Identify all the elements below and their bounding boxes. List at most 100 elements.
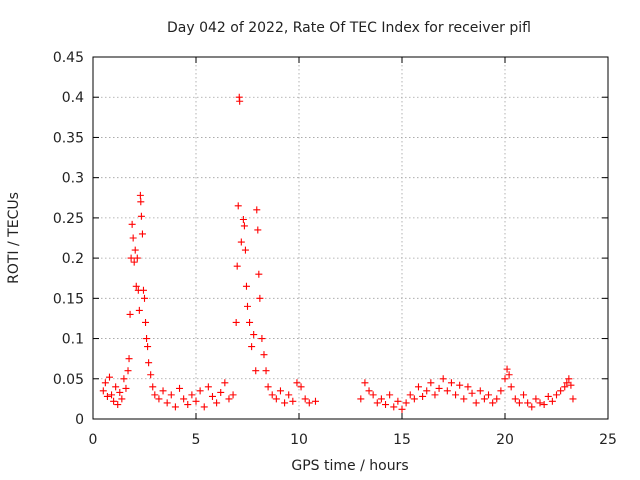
data-point bbox=[221, 379, 229, 387]
data-point bbox=[497, 387, 505, 395]
data-point bbox=[427, 379, 435, 387]
data-point bbox=[276, 387, 284, 395]
grid-lines bbox=[93, 57, 608, 419]
data-point bbox=[135, 306, 143, 314]
data-point bbox=[476, 387, 484, 395]
data-point bbox=[281, 399, 289, 407]
data-point bbox=[143, 335, 151, 343]
data-point bbox=[297, 383, 305, 391]
data-point bbox=[489, 399, 497, 407]
data-point bbox=[192, 397, 200, 405]
data-point bbox=[180, 395, 188, 403]
x-tick-label: 15 bbox=[393, 432, 411, 448]
data-point bbox=[252, 367, 260, 375]
data-point bbox=[242, 282, 250, 290]
data-point bbox=[125, 355, 133, 363]
data-point bbox=[262, 367, 270, 375]
x-tick-label: 5 bbox=[192, 432, 201, 448]
data-point bbox=[390, 403, 398, 411]
data-point bbox=[503, 365, 511, 373]
data-point bbox=[103, 392, 111, 400]
data-point bbox=[246, 318, 254, 326]
x-tick-label: 25 bbox=[599, 432, 617, 448]
data-point bbox=[464, 383, 472, 391]
data-point bbox=[151, 391, 159, 399]
data-point bbox=[112, 383, 120, 391]
y-tick-label: 0.35 bbox=[53, 130, 84, 146]
data-point bbox=[184, 401, 192, 409]
data-point bbox=[443, 387, 451, 395]
data-point bbox=[244, 302, 251, 310]
data-point bbox=[373, 399, 381, 407]
data-point bbox=[435, 384, 443, 392]
data-point bbox=[155, 395, 163, 403]
data-point bbox=[515, 399, 523, 407]
data-point bbox=[110, 397, 118, 405]
data-point bbox=[272, 395, 280, 403]
data-point bbox=[414, 383, 422, 391]
data-point bbox=[99, 387, 107, 395]
y-tick-label: 0.45 bbox=[53, 50, 84, 66]
data-point bbox=[129, 234, 137, 242]
data-point bbox=[365, 387, 373, 395]
x-axis-label: GPS time / hours bbox=[291, 458, 408, 474]
data-point bbox=[133, 254, 141, 262]
chart-title: Day 042 of 2022, Rate Of TEC Index for r… bbox=[167, 20, 531, 36]
data-point bbox=[145, 359, 153, 367]
y-tick-label: 0.3 bbox=[62, 171, 84, 187]
data-point bbox=[485, 391, 493, 399]
data-point bbox=[131, 246, 139, 254]
data-point bbox=[208, 392, 216, 400]
y-tick-label: 0.25 bbox=[53, 211, 84, 227]
data-point bbox=[256, 294, 264, 302]
data-point bbox=[116, 388, 124, 396]
data-point bbox=[163, 399, 171, 407]
data-point bbox=[264, 383, 272, 391]
data-point bbox=[234, 202, 242, 210]
data-point bbox=[419, 392, 427, 400]
y-tick-label: 0.05 bbox=[53, 372, 84, 388]
data-point bbox=[493, 395, 501, 403]
data-point bbox=[305, 399, 313, 407]
data-point bbox=[410, 395, 418, 403]
data-point bbox=[553, 391, 560, 399]
x-tick-label: 20 bbox=[496, 432, 514, 448]
data-point bbox=[311, 397, 319, 405]
data-point bbox=[127, 254, 135, 262]
data-point bbox=[557, 387, 565, 395]
x-tick-label: 0 bbox=[89, 432, 98, 448]
y-tick-label: 0.1 bbox=[62, 332, 84, 348]
data-point bbox=[147, 371, 155, 379]
data-point bbox=[456, 381, 464, 389]
data-point bbox=[289, 397, 297, 405]
plot-frame bbox=[92, 56, 609, 420]
data-point bbox=[468, 389, 476, 397]
data-point bbox=[268, 391, 276, 399]
data-point bbox=[132, 282, 140, 290]
data-point bbox=[386, 391, 394, 399]
data-point bbox=[229, 391, 237, 399]
data-point bbox=[406, 391, 414, 399]
data-point bbox=[118, 395, 126, 403]
data-point bbox=[149, 383, 157, 391]
data-point bbox=[567, 381, 575, 389]
data-point bbox=[136, 191, 144, 199]
data-point bbox=[105, 373, 113, 381]
data-point bbox=[130, 258, 138, 266]
data-point bbox=[260, 351, 268, 359]
data-point bbox=[128, 220, 136, 228]
data-point bbox=[548, 397, 556, 405]
data-point bbox=[250, 331, 258, 339]
y-tick-label: 0 bbox=[75, 412, 84, 428]
data-point bbox=[167, 391, 175, 399]
data-point bbox=[439, 375, 447, 383]
data-point bbox=[532, 395, 540, 403]
data-point bbox=[138, 230, 146, 238]
data-point bbox=[225, 395, 233, 403]
data-point bbox=[254, 226, 262, 234]
data-point bbox=[480, 395, 488, 403]
data-point bbox=[369, 391, 377, 399]
data-point bbox=[137, 212, 145, 220]
y-tick-label: 0.15 bbox=[53, 291, 84, 307]
